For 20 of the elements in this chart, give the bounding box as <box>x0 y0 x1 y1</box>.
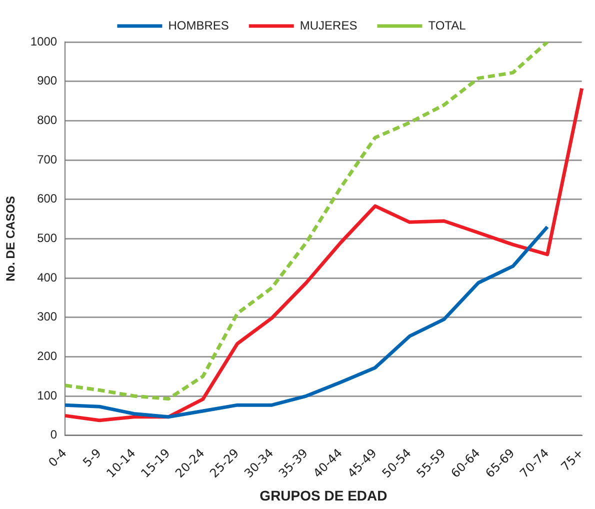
x-tick-label: 0-4 <box>46 446 70 470</box>
y-tick-label: 100 <box>37 388 58 402</box>
y-tick-label: 800 <box>37 112 58 127</box>
y-tick-label: 1000 <box>30 34 58 48</box>
legend-label: TOTAL <box>428 18 466 32</box>
y-tick-label: 200 <box>37 349 58 363</box>
y-axis-title: No. DE CASOS <box>4 196 18 282</box>
x-tick-label: 75+ <box>558 446 586 474</box>
y-tick-label: 900 <box>37 74 58 88</box>
y-tick-label: 0 <box>50 428 58 442</box>
line-series <box>63 42 550 401</box>
x-axis-title: GRUPOS DE EDAD <box>260 487 388 504</box>
legend-label: MUJERES <box>300 18 358 32</box>
y-tick-label: 700 <box>37 152 58 166</box>
y-tick-label: 300 <box>37 310 58 324</box>
legend-label: HOMBRES <box>168 18 229 32</box>
x-tick-label: 5-9 <box>80 446 104 470</box>
y-tick-label: 400 <box>37 270 58 284</box>
y-tick-label: 600 <box>37 192 58 206</box>
y-tick-label: 500 <box>37 230 58 245</box>
